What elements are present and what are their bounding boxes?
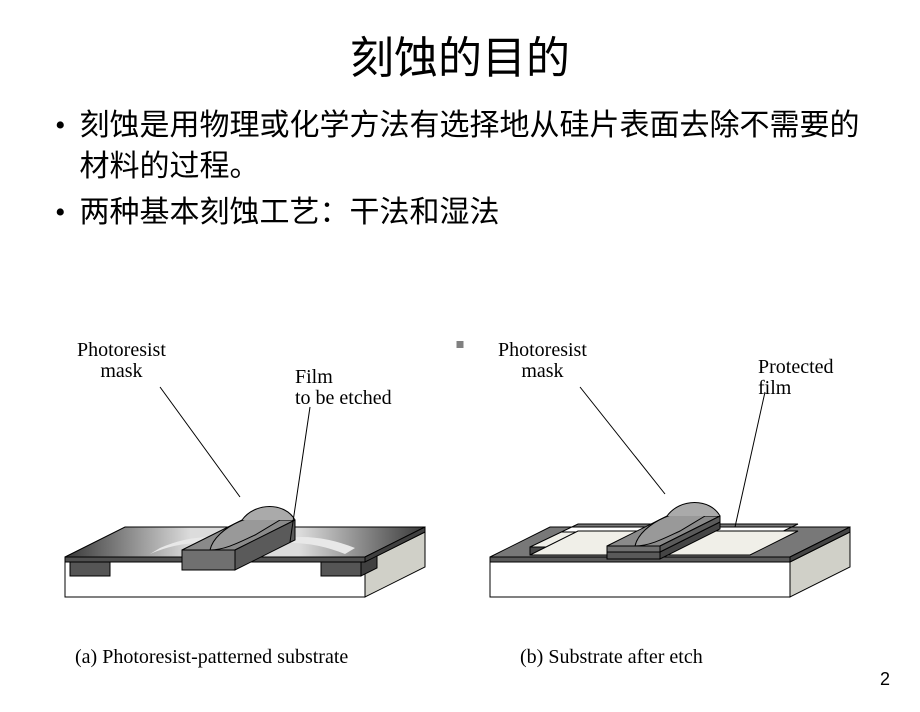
bullet-text: 刻蚀是用物理或化学方法有选择地从硅片表面去除不需要的材料的过程。: [80, 106, 865, 187]
bullet-item: • 刻蚀是用物理或化学方法有选择地从硅片表面去除不需要的材料的过程。: [55, 106, 865, 187]
bullet-item: • 两种基本刻蚀工艺：干法和湿法: [55, 193, 865, 234]
bullet-dot: •: [55, 193, 66, 234]
label-photoresist-mask-a: Photoresist mask: [77, 340, 166, 382]
bullet-text: 两种基本刻蚀工艺：干法和湿法: [80, 193, 500, 234]
page-number: 2: [880, 669, 890, 690]
diagram-b: Photoresist mask Protected film: [480, 332, 880, 627]
label-photoresist-mask-b: Photoresist mask: [498, 340, 587, 382]
bullet-list: • 刻蚀是用物理或化学方法有选择地从硅片表面去除不需要的材料的过程。 • 两种基…: [55, 106, 865, 234]
label-protected-film: Protected film: [758, 357, 834, 399]
caption-b: (b) Substrate after etch: [520, 646, 703, 669]
caption-a: (a) Photoresist-patterned substrate: [75, 646, 348, 669]
slide-title: 刻蚀的目的: [0, 22, 920, 86]
bullet-dot: •: [55, 106, 66, 187]
diagram-a: Photoresist mask Film to be etched: [55, 332, 455, 627]
diagram-area: Photoresist mask Film to be etched: [0, 322, 920, 682]
label-film-to-etch: Film to be etched: [295, 367, 392, 409]
slide: 刻蚀的目的 • 刻蚀是用物理或化学方法有选择地从硅片表面去除不需要的材料的过程。…: [0, 22, 920, 712]
